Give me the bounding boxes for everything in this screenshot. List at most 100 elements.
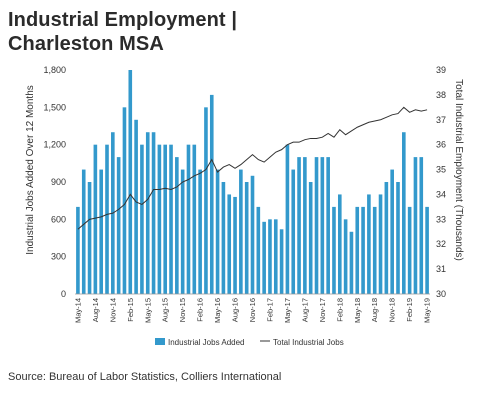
- bar: [402, 132, 406, 294]
- title-line-2: Charleston MSA: [8, 33, 164, 55]
- x-tick-label: May-15: [143, 298, 152, 323]
- legend: Industrial Jobs Added Total Industrial J…: [155, 338, 344, 347]
- bar: [396, 182, 400, 294]
- x-tick-label: Feb-17: [265, 298, 274, 322]
- bar: [308, 182, 313, 294]
- left-tick-label: 600: [51, 214, 66, 224]
- x-tick-label: Aug-14: [91, 298, 100, 322]
- left-tick-label: 0: [61, 289, 66, 299]
- x-tick-label: Feb-16: [196, 298, 205, 322]
- legend-swatch-bars: [155, 338, 165, 345]
- x-axis-ticks: May-14 Aug-14 Nov-14 Feb-15 May-15 Aug-15 Nov-…: [73, 298, 431, 323]
- bar: [105, 144, 109, 294]
- bar: [378, 194, 383, 294]
- left-tick-label: 1,800: [43, 65, 66, 75]
- x-tick-label: May-18: [353, 298, 362, 323]
- x-tick-label: Feb-18: [335, 298, 344, 322]
- bar: [425, 206, 429, 294]
- bar: [186, 144, 191, 294]
- x-tick-label: Nov-18: [388, 298, 397, 322]
- left-tick-label: 900: [51, 177, 66, 187]
- bar: [250, 175, 255, 294]
- bar: [192, 144, 197, 294]
- bar: [343, 219, 348, 294]
- bar: [285, 144, 290, 294]
- bar: [157, 144, 162, 294]
- x-tick-label: May-16: [213, 298, 222, 323]
- bar: [87, 182, 92, 294]
- bar: [175, 157, 179, 294]
- legend-label-bars: Industrial Jobs Added: [168, 338, 245, 347]
- bar: [390, 169, 394, 294]
- left-axis-label: Industrial Jobs Added Over 12 Months: [25, 85, 36, 255]
- x-tick-label: Aug-18: [370, 298, 379, 322]
- right-tick-label: 31: [436, 264, 446, 274]
- x-tick-label: Feb-15: [126, 298, 135, 322]
- total-jobs-line: [77, 106, 428, 230]
- bar: [407, 206, 412, 294]
- bar: [384, 182, 389, 294]
- bar: [128, 70, 133, 294]
- bar: [326, 157, 330, 294]
- right-axis-label: Total Industrial Employment (Thousands): [453, 79, 464, 261]
- bar: [262, 221, 266, 294]
- bar: [76, 206, 80, 294]
- bar: [116, 157, 121, 294]
- bar: [297, 157, 301, 294]
- chart-title: Industrial Employment | Charleston MSA: [8, 8, 237, 56]
- bar: [233, 196, 237, 294]
- bar: [239, 169, 243, 294]
- right-axis-ticks: 30 31 32 33 34 35 36 37 38 39: [436, 65, 446, 299]
- right-tick-label: 34: [436, 189, 446, 199]
- source-note: Source: Bureau of Labor Statistics, Coll…: [8, 371, 282, 383]
- line-series: [77, 106, 428, 230]
- x-tick-label: Nov-16: [248, 298, 257, 322]
- bar: [198, 169, 202, 294]
- bar: [314, 157, 319, 294]
- x-tick-label: Aug-15: [161, 298, 170, 322]
- bar: [227, 194, 232, 294]
- bar: [337, 194, 342, 294]
- bar: [204, 107, 208, 294]
- right-tick-label: 39: [436, 65, 446, 75]
- right-tick-label: 37: [436, 115, 446, 125]
- bar: [419, 157, 424, 294]
- legend-label-line: Total Industrial Jobs: [273, 338, 344, 347]
- bar: [221, 182, 226, 294]
- bar: [163, 144, 168, 294]
- bar: [349, 231, 354, 294]
- bar: [134, 119, 138, 294]
- bar: [81, 169, 86, 294]
- bar: [303, 157, 307, 294]
- right-tick-label: 32: [436, 239, 446, 249]
- bar: [93, 144, 98, 294]
- bar: [367, 194, 371, 294]
- x-tick-label: Aug-16: [231, 298, 240, 322]
- x-tick-label: Aug-17: [300, 298, 309, 322]
- bar: [355, 206, 360, 294]
- bar: [215, 169, 220, 294]
- bar: [122, 107, 127, 294]
- x-tick-label: Nov-15: [178, 298, 187, 322]
- left-axis-ticks: 0 300 600 900 1,200 1,500 1,800: [43, 65, 66, 299]
- bar: [320, 157, 325, 294]
- right-tick-label: 36: [436, 140, 446, 150]
- bar: [413, 157, 418, 294]
- bar: [180, 169, 185, 294]
- x-tick-label: May-17: [283, 298, 292, 323]
- right-tick-label: 33: [436, 214, 446, 224]
- bar: [244, 182, 249, 294]
- x-tick-label: May-19: [423, 298, 432, 323]
- left-tick-label: 1,500: [43, 102, 66, 112]
- right-tick-label: 30: [436, 289, 446, 299]
- bar: [361, 206, 365, 294]
- x-tick-label: Nov-17: [318, 298, 327, 322]
- bar: [169, 144, 173, 294]
- bar: [209, 94, 214, 294]
- x-tick-label: Nov-14: [108, 298, 117, 322]
- bar: [140, 144, 144, 294]
- bar: [151, 132, 156, 294]
- right-tick-label: 35: [436, 165, 446, 175]
- bar: [332, 206, 336, 294]
- x-tick-label: Feb-19: [405, 298, 414, 322]
